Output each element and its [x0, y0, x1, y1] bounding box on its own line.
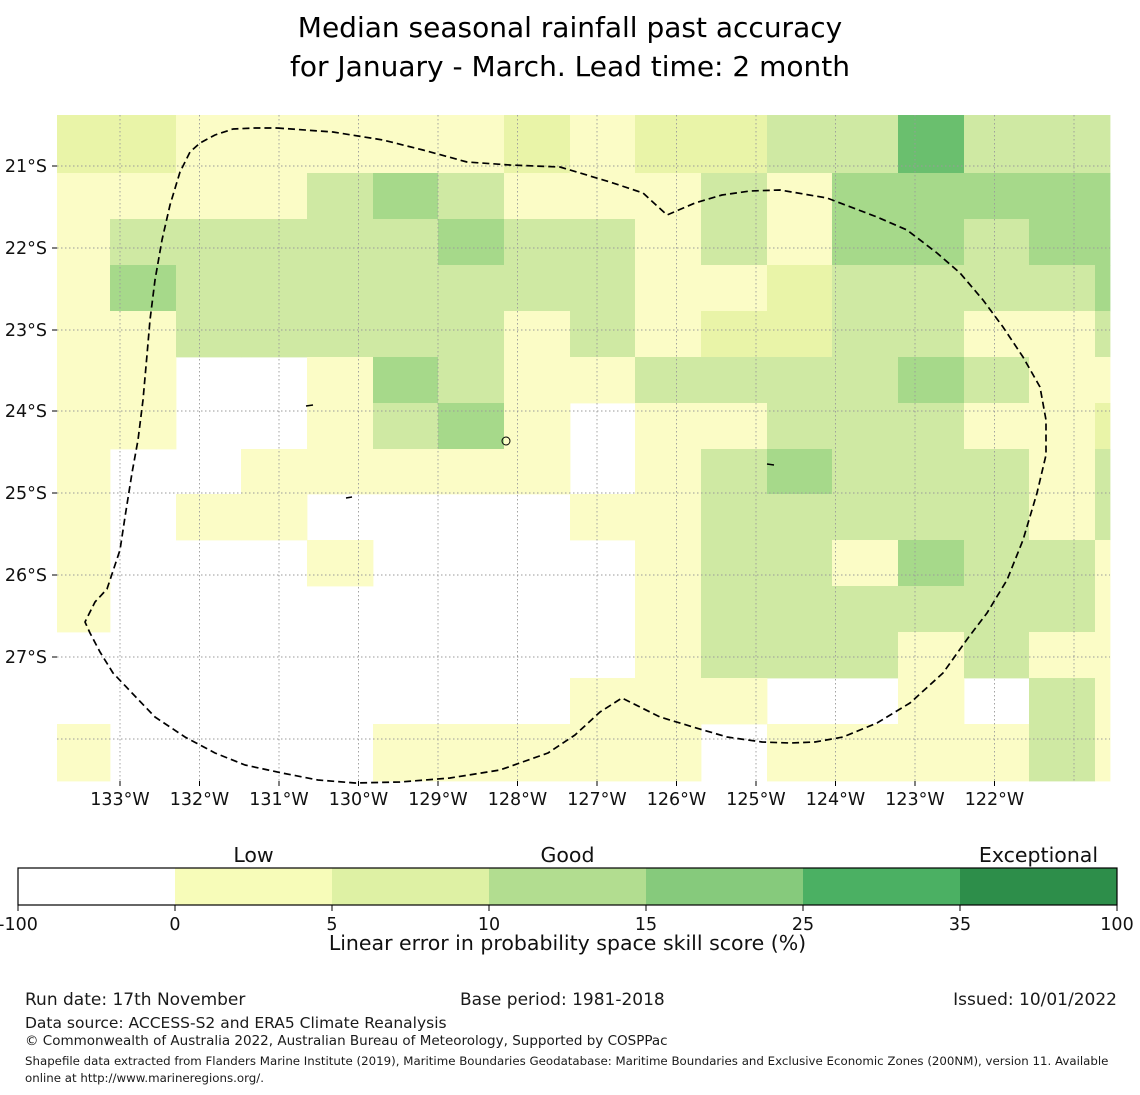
svg-text:123°W: 123°W	[885, 790, 944, 810]
x-axis: 133°W 132°W 131°W 130°W 129°W 128°W 127°W 126°W…	[90, 781, 1024, 810]
svg-text:100: 100	[1100, 915, 1133, 935]
svg-text:129°W: 129°W	[408, 790, 467, 810]
svg-text:21°S: 21°S	[5, 157, 47, 177]
chart-svg: 133°W 132°W 131°W 130°W 129°W 128°W 127°W 126°W…	[0, 115, 1134, 955]
map-artifacts	[305, 404, 775, 499]
svg-text:Exceptional: Exceptional	[979, 843, 1098, 867]
svg-text:126°W: 126°W	[647, 790, 706, 810]
heatmap-cells	[57, 115, 1111, 782]
svg-text:130°W: 130°W	[329, 790, 388, 810]
svg-text:24°S: 24°S	[5, 402, 47, 422]
svg-text:-100: -100	[0, 915, 38, 935]
svg-text:Linear error in probability sp: Linear error in probability space skill …	[329, 931, 806, 955]
svg-text:127°W: 127°W	[567, 790, 626, 810]
title-line-2: for January - March. Lead time: 2 month	[290, 50, 850, 83]
svg-text:22°S: 22°S	[5, 239, 47, 259]
issued-label: Issued: 10/01/2022	[953, 990, 1117, 1010]
shapefile-attribution-line1: Shapefile data extracted from Flanders M…	[25, 1054, 1109, 1068]
eez-boundary	[84, 127, 1047, 784]
shapefile-attribution-line2: online at http://www.marineregions.org/.	[25, 1071, 264, 1085]
svg-text:0: 0	[169, 915, 180, 935]
svg-text:Low: Low	[233, 843, 273, 867]
run-date-label: Run date: 17th November	[25, 990, 246, 1010]
svg-text:131°W: 131°W	[249, 790, 308, 810]
svg-text:128°W: 128°W	[488, 790, 547, 810]
svg-text:125°W: 125°W	[726, 790, 785, 810]
svg-text:35: 35	[949, 915, 971, 935]
copyright-label: © Commonwealth of Australia 2022, Austra…	[25, 1033, 668, 1049]
svg-text:124°W: 124°W	[806, 790, 865, 810]
y-axis: 21°S 22°S 23°S 24°S 25°S 26°S 27°S	[5, 157, 57, 668]
svg-text:133°W: 133°W	[90, 790, 149, 810]
svg-text:27°S: 27°S	[5, 648, 47, 668]
svg-text:25°S: 25°S	[5, 484, 47, 504]
data-source-label: Data source: ACCESS-S2 and ERA5 Climate …	[25, 1014, 447, 1032]
page-title: Median seasonal rainfall past accuracy f…	[0, 8, 1140, 86]
svg-text:10: 10	[478, 915, 500, 935]
base-period-label: Base period: 1981-2018	[460, 990, 665, 1010]
map-gridlines	[57, 115, 1110, 781]
svg-text:15: 15	[635, 915, 657, 935]
svg-text:23°S: 23°S	[5, 321, 47, 341]
svg-text:132°W: 132°W	[170, 790, 229, 810]
title-line-1: Median seasonal rainfall past accuracy	[297, 11, 843, 44]
svg-text:25: 25	[792, 915, 814, 935]
colorbar-legend: -100 0 5 10 15 25 35 100 Low Good Exceptional Linea…	[0, 843, 1134, 955]
svg-text:5: 5	[326, 915, 337, 935]
svg-text:122°W: 122°W	[965, 790, 1024, 810]
svg-text:26°S: 26°S	[5, 566, 47, 586]
svg-text:Good: Good	[541, 843, 595, 867]
